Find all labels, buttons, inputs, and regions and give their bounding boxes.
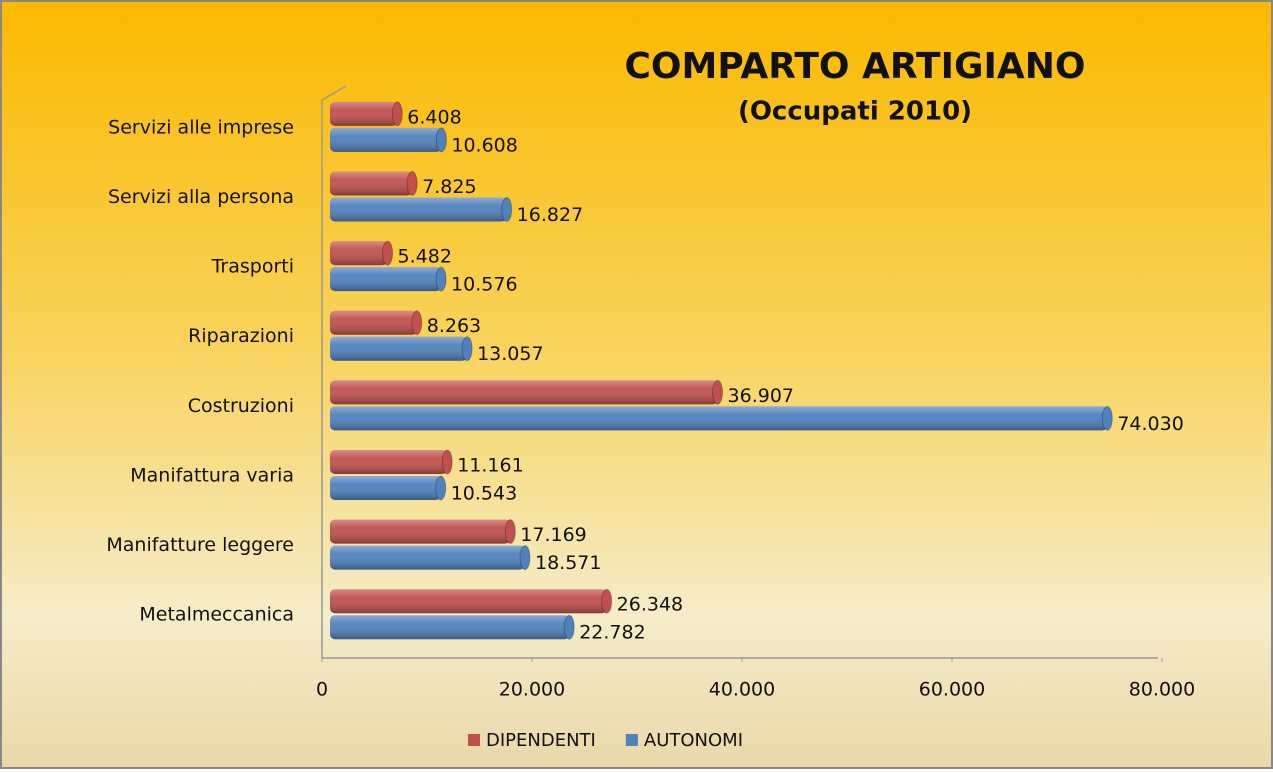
- bar-group: [330, 379, 724, 405]
- bar-cap: [563, 614, 575, 640]
- bar-cap: [501, 196, 513, 222]
- bar-shine: [330, 171, 413, 196]
- bar-group: [330, 336, 473, 362]
- legend-swatch: [625, 734, 638, 746]
- value-label: 8.263: [427, 315, 481, 337]
- bar-shine: [330, 267, 442, 292]
- bar-group: [330, 475, 447, 501]
- bar-cap: [441, 449, 453, 475]
- bar-shine: [330, 475, 441, 500]
- value-label: 74.030: [1117, 413, 1183, 435]
- bar-cap: [382, 240, 394, 266]
- bar-cap: [519, 545, 531, 571]
- bar-cap: [406, 170, 418, 196]
- bar-cap: [601, 588, 613, 614]
- bar-group: [330, 405, 1113, 431]
- y-tick-label: Costruzioni: [188, 395, 294, 417]
- value-label: 13.057: [477, 343, 543, 365]
- value-label: 17.169: [520, 524, 586, 546]
- bar-cap: [461, 336, 473, 362]
- bar-shine: [330, 336, 468, 361]
- bar-shine: [330, 615, 570, 640]
- y-tick-label: Servizi alla persona: [108, 186, 294, 208]
- bar-shine: [330, 545, 525, 570]
- bar-shine: [330, 449, 448, 474]
- y-tick-label: Servizi alle imprese: [108, 116, 294, 138]
- bar-cap: [435, 266, 447, 292]
- x-tick-label: 40.000: [709, 679, 775, 701]
- x-tick-label: 60.000: [919, 679, 985, 701]
- bar-group: [330, 101, 403, 127]
- bar-cap: [504, 519, 516, 545]
- bar-shine: [330, 310, 417, 335]
- y-tick-label: Metalmeccanica: [139, 604, 294, 626]
- bar-group: [330, 310, 423, 336]
- value-label: 16.827: [517, 204, 583, 226]
- bar-cap: [411, 310, 423, 336]
- bar-shine: [330, 197, 507, 222]
- legend-label: AUTONOMI: [644, 730, 743, 751]
- y-tick-label: Trasporti: [211, 256, 294, 278]
- bar-group: [330, 588, 613, 614]
- bar-cap: [435, 127, 447, 153]
- bar-cap: [1101, 405, 1113, 431]
- value-label: 6.408: [407, 106, 461, 128]
- value-label: 10.543: [451, 482, 517, 504]
- value-label: 7.825: [422, 176, 476, 198]
- legend-swatch: [468, 734, 480, 746]
- x-tick-label: 0: [316, 679, 328, 701]
- value-label: 11.161: [457, 454, 523, 476]
- bar-group: [330, 240, 394, 266]
- value-label: 18.571: [535, 552, 601, 574]
- bar-shine: [330, 406, 1108, 431]
- chart-subtitle: (Occupati 2010): [738, 97, 972, 127]
- bar-cap: [435, 475, 447, 501]
- bar-shine: [330, 241, 388, 266]
- value-label: 22.782: [579, 622, 645, 644]
- value-label: 10.576: [451, 274, 517, 296]
- value-label: 36.907: [728, 385, 794, 407]
- value-label: 10.608: [451, 134, 517, 156]
- y-tick-label: Manifattura varia: [130, 464, 294, 486]
- bar-group: [330, 266, 447, 292]
- y-tick-label: Manifatture leggere: [106, 534, 294, 556]
- bar-shine: [330, 127, 442, 152]
- x-tick-label: 80.000: [1129, 679, 1195, 701]
- bar-shine: [330, 380, 718, 405]
- bar-shine: [330, 589, 607, 614]
- y-tick-label: Riparazioni: [188, 325, 294, 347]
- bar-group: [330, 127, 447, 153]
- bar-group: [330, 614, 575, 640]
- bar-shine: [330, 519, 511, 544]
- bar-shine: [330, 101, 398, 126]
- bar-group: [330, 519, 516, 545]
- value-label: 5.482: [398, 246, 452, 268]
- legend-label: DIPENDENTI: [486, 730, 596, 751]
- chart-title: COMPARTO ARTIGIANO: [624, 46, 1085, 87]
- value-label: 26.348: [617, 594, 683, 616]
- bar-cap: [391, 101, 403, 127]
- bar-group: [330, 196, 513, 222]
- bar-group: [330, 170, 418, 196]
- bar-group: [330, 545, 531, 571]
- bar-group: [330, 449, 453, 475]
- bar-cap: [712, 379, 724, 405]
- x-tick-label: 20.000: [499, 679, 565, 701]
